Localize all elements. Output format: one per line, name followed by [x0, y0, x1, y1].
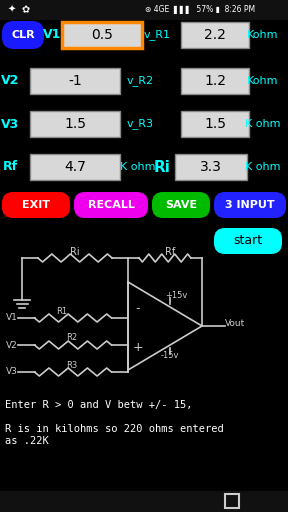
Bar [181, 68, 249, 94]
Text: EXIT: EXIT [22, 200, 50, 210]
Bar [181, 111, 249, 137]
Text: K ohm: K ohm [245, 162, 281, 172]
Text: V1: V1 [6, 313, 18, 323]
Text: Ri: Ri [70, 247, 80, 257]
Text: v_R1: v_R1 [143, 30, 170, 40]
Text: v_R2: v_R2 [126, 76, 154, 87]
Text: -15v: -15v [161, 352, 179, 360]
Text: V2: V2 [1, 75, 19, 88]
Text: K ohm: K ohm [120, 162, 156, 172]
Text: Rf: Rf [165, 247, 175, 257]
Text: R1: R1 [56, 307, 68, 315]
FancyBboxPatch shape [152, 192, 210, 218]
FancyBboxPatch shape [74, 192, 148, 218]
Text: Ri: Ri [154, 160, 170, 175]
Text: R2: R2 [67, 333, 77, 343]
Text: -: - [136, 302, 140, 315]
Text: Kohm: Kohm [247, 30, 279, 40]
FancyBboxPatch shape [2, 21, 44, 49]
Text: V1: V1 [43, 29, 61, 41]
Text: ⊛ 4GE  ▌▌▌  57% ▮  8:26 PM: ⊛ 4GE ▌▌▌ 57% ▮ 8:26 PM [145, 6, 255, 14]
Text: R is in kilohms so 220 ohms entered
as .22K: R is in kilohms so 220 ohms entered as .… [5, 424, 224, 445]
Text: CLR: CLR [11, 30, 35, 40]
Bar [30, 111, 120, 137]
Text: 3.3: 3.3 [200, 160, 222, 174]
Text: 2.2: 2.2 [204, 28, 226, 42]
Bar [175, 154, 247, 180]
FancyBboxPatch shape [214, 192, 286, 218]
Bar [0, 491, 288, 512]
Text: 1.5: 1.5 [204, 117, 226, 131]
Text: V3: V3 [6, 368, 18, 376]
Text: RECALL: RECALL [88, 200, 134, 210]
Bar [181, 22, 249, 48]
Text: R3: R3 [66, 360, 78, 370]
Text: Rf: Rf [2, 160, 18, 174]
Bar [62, 22, 142, 48]
Text: -1: -1 [68, 74, 82, 88]
Text: V2: V2 [6, 340, 18, 350]
Text: 0.5: 0.5 [91, 28, 113, 42]
Text: Enter R > 0 and V betw +/- 15,: Enter R > 0 and V betw +/- 15, [5, 400, 192, 410]
Text: K ohm: K ohm [245, 119, 281, 129]
Text: start: start [234, 234, 263, 247]
Text: 1.2: 1.2 [204, 74, 226, 88]
Bar [225, 494, 239, 508]
Text: +15v: +15v [165, 291, 187, 301]
Text: SAVE: SAVE [165, 200, 197, 210]
Text: +: + [133, 341, 143, 354]
FancyBboxPatch shape [214, 228, 282, 254]
Text: 3 INPUT: 3 INPUT [225, 200, 275, 210]
Text: V3: V3 [1, 117, 19, 131]
Text: ✿: ✿ [22, 5, 30, 15]
Bar [30, 154, 120, 180]
Text: v_R3: v_R3 [126, 119, 154, 130]
FancyBboxPatch shape [2, 192, 70, 218]
Text: ✦: ✦ [8, 5, 16, 15]
Text: 1.5: 1.5 [64, 117, 86, 131]
Bar [30, 68, 120, 94]
Text: 4.7: 4.7 [64, 160, 86, 174]
Text: Vout: Vout [225, 319, 245, 329]
Text: Kohm: Kohm [247, 76, 279, 86]
Bar [0, 0, 288, 20]
